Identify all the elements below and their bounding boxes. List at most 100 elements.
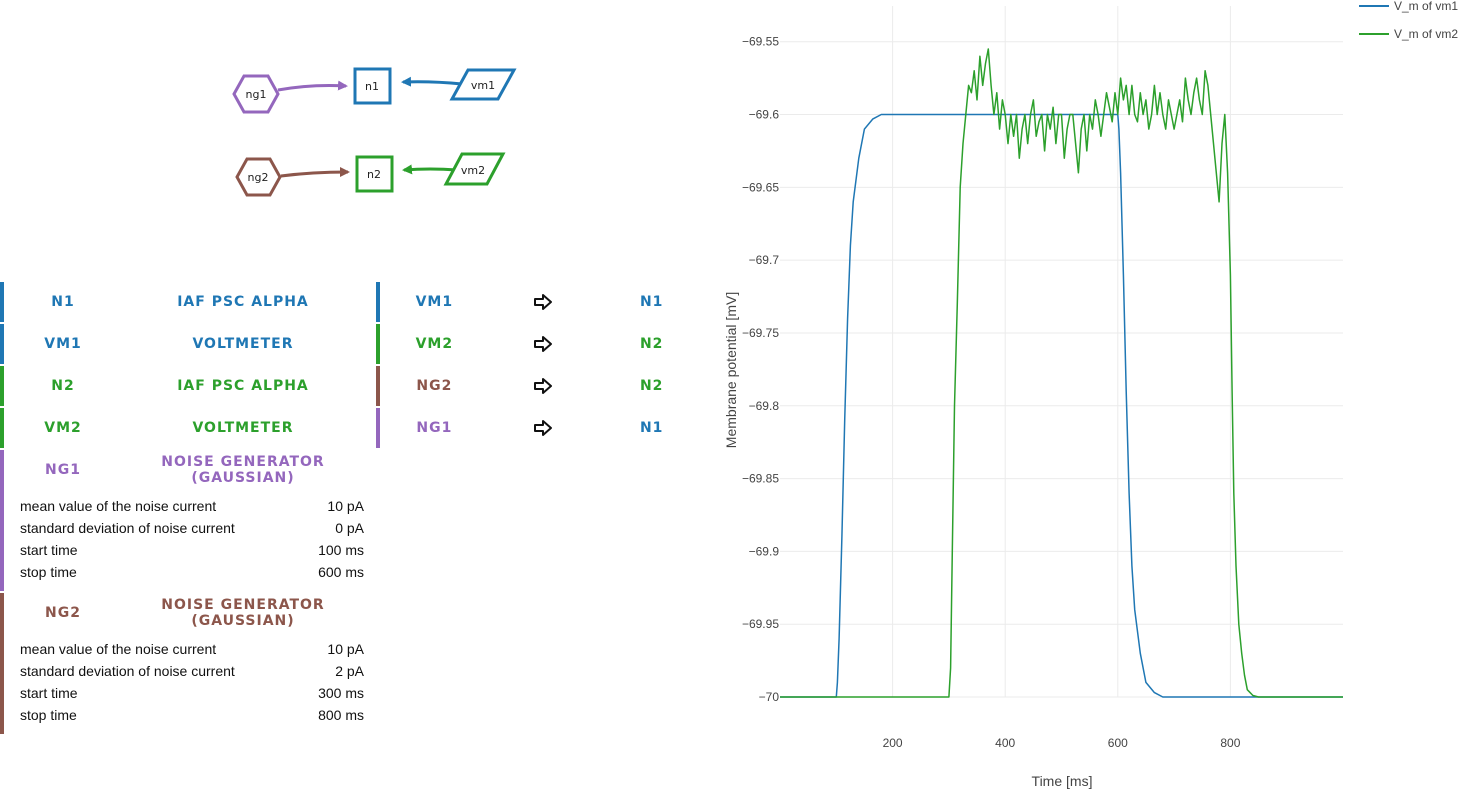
node-item-ng1[interactable]: NG1 NOISE GENERATOR (GAUSSIAN) mean valu… bbox=[0, 450, 385, 591]
connection-source: NG1 bbox=[416, 420, 453, 436]
graph-node-ng2[interactable]: ng2 bbox=[235, 157, 282, 197]
legend-label: V_m of vm1 bbox=[1394, 0, 1458, 13]
node-id: NG2 bbox=[45, 605, 81, 621]
graph-edge-ng2-n2 bbox=[280, 167, 350, 178]
node-item-vm1[interactable]: VM1 VOLTMETER bbox=[0, 324, 385, 364]
x-tick-label: 600 bbox=[1108, 736, 1128, 750]
y-tick-label: −69.75 bbox=[742, 326, 779, 340]
node-model: VOLTMETER bbox=[192, 336, 294, 352]
legend-label: V_m of vm2 bbox=[1394, 27, 1458, 41]
param-row: mean value of the noise current 10 pA bbox=[4, 638, 385, 660]
x-tick-labels: 200 400 600 800 bbox=[883, 736, 1241, 750]
y-tick-label: −69.9 bbox=[749, 544, 780, 558]
param-row: standard deviation of noise current 0 pA bbox=[4, 517, 385, 539]
graph-node-vm1[interactable]: vm1 bbox=[449, 68, 517, 101]
param-row: stop time 800 ms bbox=[4, 704, 385, 726]
param-row: stop time 600 ms bbox=[4, 561, 385, 583]
param-value[interactable]: 300 ms bbox=[318, 685, 364, 701]
node-header[interactable]: N2 IAF PSC ALPHA bbox=[4, 366, 385, 406]
node-header[interactable]: VM1 VOLTMETER bbox=[4, 324, 385, 364]
membrane-potential-chart[interactable]: −69.55 −69.6 −69.65 −69.7 −69.75 −69.8 −69.85 −… bbox=[700, 0, 1459, 790]
x-axis-label: Time [ms] bbox=[1032, 773, 1093, 789]
param-value[interactable]: 0 pA bbox=[335, 520, 364, 536]
y-tick-label: −69.8 bbox=[749, 399, 780, 413]
node-model: VOLTMETER bbox=[192, 420, 294, 436]
svg-text:vm1: vm1 bbox=[471, 79, 495, 92]
node-id: N2 bbox=[51, 378, 75, 394]
connection-target: N1 bbox=[639, 420, 664, 436]
svg-text:ng1: ng1 bbox=[246, 88, 267, 101]
node-item-vm2[interactable]: VM2 VOLTMETER bbox=[0, 408, 385, 448]
graph-edge-vm1-n1 bbox=[401, 76, 463, 87]
graph-node-vm2[interactable]: vm2 bbox=[443, 152, 506, 186]
node-model: IAF PSC ALPHA bbox=[177, 378, 309, 394]
network-graph: ng1 n1 vm1 ng2 n2 vm2 bbox=[232, 67, 517, 197]
connection-item[interactable]: VM2 N2 bbox=[376, 324, 706, 364]
connection-source: VM1 bbox=[415, 294, 454, 310]
param-value[interactable]: 100 ms bbox=[318, 542, 364, 558]
chart-series bbox=[780, 48, 1343, 698]
y-tick-label: −69.7 bbox=[749, 253, 780, 267]
param-row: start time 300 ms bbox=[4, 682, 385, 704]
y-tick-label: −69.6 bbox=[749, 108, 780, 122]
node-id: VM2 bbox=[44, 420, 82, 436]
graph-node-n1[interactable]: n1 bbox=[353, 67, 392, 105]
y-tick-label: −69.85 bbox=[742, 472, 779, 486]
node-item-ng2[interactable]: NG2 NOISE GENERATOR (GAUSSIAN) mean valu… bbox=[0, 593, 385, 734]
legend-item-2[interactable]: V_m of vm2 bbox=[1359, 27, 1458, 41]
param-label: mean value of the noise current bbox=[20, 498, 217, 514]
chart-legend[interactable]: V_m of vm1 V_m of vm2 bbox=[1359, 0, 1458, 41]
y-tick-label: −69.65 bbox=[742, 180, 779, 194]
svg-text:vm2: vm2 bbox=[461, 164, 485, 177]
connection-item[interactable]: NG2 N2 bbox=[376, 366, 706, 406]
y-tick-label: −69.95 bbox=[742, 617, 779, 631]
node-model: NOISE GENERATOR (GAUSSIAN) bbox=[161, 454, 325, 486]
node-model: NOISE GENERATOR (GAUSSIAN) bbox=[161, 597, 325, 629]
node-item-n2[interactable]: N2 IAF PSC ALPHA bbox=[0, 366, 385, 406]
param-label: stop time bbox=[20, 564, 77, 580]
connection-item[interactable]: NG1 N1 bbox=[376, 408, 706, 448]
param-label: start time bbox=[20, 542, 78, 558]
connection-target: N1 bbox=[639, 294, 664, 310]
chart-grid bbox=[780, 6, 1343, 698]
param-label: start time bbox=[20, 685, 78, 701]
node-header[interactable]: NG2 NOISE GENERATOR (GAUSSIAN) bbox=[4, 593, 385, 633]
param-row: standard deviation of noise current 2 pA bbox=[4, 660, 385, 682]
x-tick-label: 800 bbox=[1220, 736, 1240, 750]
param-value[interactable]: 800 ms bbox=[318, 707, 364, 723]
node-item-n1[interactable]: N1 IAF PSC ALPHA bbox=[0, 282, 385, 322]
graph-edge-ng1-n1 bbox=[277, 80, 348, 92]
param-value[interactable]: 10 pA bbox=[327, 641, 364, 657]
connection-list: VM1 N1 VM2 N2 NG2 N2 NG1 N1 bbox=[376, 282, 706, 450]
connection-source: NG2 bbox=[416, 378, 453, 394]
node-header[interactable]: NG1 NOISE GENERATOR (GAUSSIAN) bbox=[4, 450, 385, 490]
node-params: mean value of the noise current 10 pA st… bbox=[4, 633, 385, 734]
param-value[interactable]: 2 pA bbox=[335, 663, 364, 679]
x-tick-label: 200 bbox=[883, 736, 903, 750]
arrow-right-icon bbox=[489, 377, 598, 395]
connection-source: VM2 bbox=[415, 336, 454, 352]
graph-node-ng1[interactable]: ng1 bbox=[232, 74, 280, 114]
param-value[interactable]: 10 pA bbox=[327, 498, 364, 514]
param-label: stop time bbox=[20, 707, 77, 723]
node-id: N1 bbox=[51, 294, 75, 310]
node-list: N1 IAF PSC ALPHA VM1 VOLTMETER N2 IAF PS… bbox=[0, 282, 385, 736]
param-label: standard deviation of noise current bbox=[20, 663, 235, 679]
node-header[interactable]: N1 IAF PSC ALPHA bbox=[4, 282, 385, 322]
param-value[interactable]: 600 ms bbox=[318, 564, 364, 580]
svg-text:n2: n2 bbox=[367, 168, 381, 181]
connection-item[interactable]: VM1 N1 bbox=[376, 282, 706, 322]
node-header[interactable]: VM2 VOLTMETER bbox=[4, 408, 385, 448]
connection-target: N2 bbox=[639, 336, 664, 352]
svg-text:n1: n1 bbox=[365, 80, 379, 93]
graph-edge-vm2-n2 bbox=[402, 164, 458, 175]
param-row: mean value of the noise current 10 pA bbox=[4, 495, 385, 517]
svg-text:ng2: ng2 bbox=[248, 171, 269, 184]
param-row: start time 100 ms bbox=[4, 539, 385, 561]
graph-node-n2[interactable]: n2 bbox=[355, 155, 394, 193]
node-model: IAF PSC ALPHA bbox=[177, 294, 309, 310]
arrow-right-icon bbox=[489, 419, 598, 437]
legend-item-1[interactable]: V_m of vm1 bbox=[1359, 0, 1458, 13]
node-id: VM1 bbox=[44, 336, 82, 352]
node-id: NG1 bbox=[45, 462, 81, 478]
